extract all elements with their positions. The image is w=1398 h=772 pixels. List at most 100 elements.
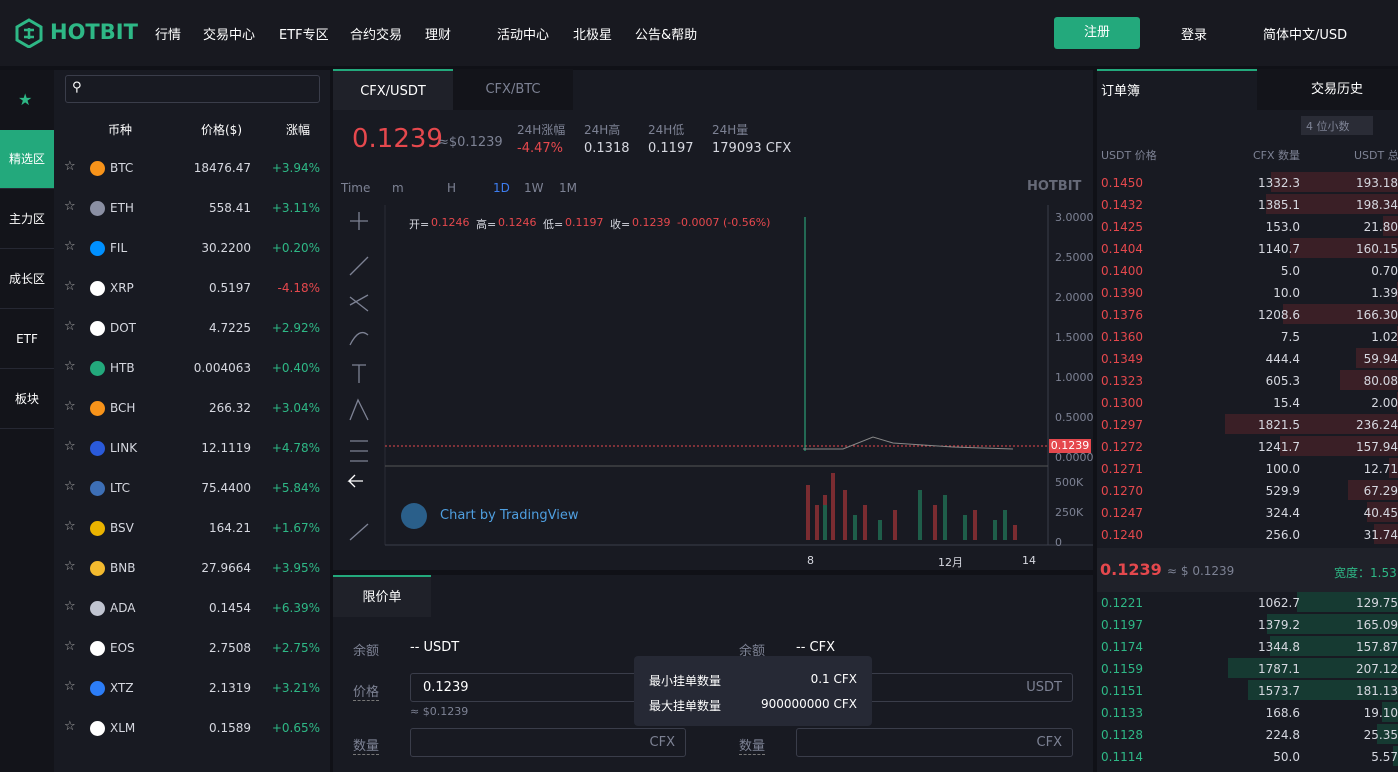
stat-label: 24H低: [648, 123, 685, 137]
nav-item[interactable]: 北极星: [573, 28, 613, 43]
favorite-star[interactable]: ☆: [64, 719, 76, 734]
login[interactable]: 登录: [1181, 28, 1208, 43]
chart-interval[interactable]: m: [392, 181, 404, 195]
pair-tab[interactable]: CFX/USDT: [333, 69, 453, 110]
coin-symbol: LINK: [110, 441, 138, 455]
favorite-star[interactable]: ☆: [64, 319, 76, 334]
depth-bar: [1340, 370, 1398, 390]
qty-input[interactable]: CFX: [796, 728, 1073, 757]
order-qty: 1140.7: [1258, 242, 1300, 256]
chart-interval[interactable]: 1M: [559, 181, 577, 195]
chart-interval[interactable]: H: [447, 181, 457, 195]
depth-bar: [1396, 392, 1398, 412]
depth-bar: [1393, 746, 1398, 766]
price-approx: ≈$0.1239: [438, 135, 503, 150]
precision-select[interactable]: 4 位小数: [1301, 116, 1373, 135]
coin-icon: [90, 361, 105, 376]
favorite-star[interactable]: ☆: [64, 559, 76, 574]
label: 数量: [353, 735, 380, 755]
favorite-star[interactable]: ☆: [64, 639, 76, 654]
nav-item[interactable]: ETF专区: [279, 28, 329, 43]
order-qty: 100.0: [1265, 462, 1300, 476]
tooltip-label: 最小挂单数量: [649, 674, 722, 688]
coin-icon: [90, 721, 105, 736]
nav-item[interactable]: 公告&帮助: [635, 28, 698, 43]
price-axis-label: 3.0000: [1055, 211, 1094, 224]
favorite-star[interactable]: ☆: [64, 399, 76, 414]
order-total: 12.71: [1363, 462, 1398, 476]
sidebar-tab[interactable]: 成长区: [0, 250, 54, 309]
chart-interval[interactable]: 1D: [493, 181, 510, 195]
search-box[interactable]: ⚲: [65, 75, 320, 103]
coin-change: +2.92%: [271, 321, 320, 335]
order-price: 0.1272: [1101, 440, 1143, 454]
stat-value: -4.47%: [517, 141, 563, 156]
ohlc-label: 低=: [543, 218, 564, 231]
order-total: 160.15: [1356, 242, 1398, 256]
depth-bar: [1373, 524, 1398, 544]
order-total: 129.75: [1356, 596, 1398, 610]
order-qty: 5.0: [1280, 264, 1300, 278]
sidebar-tab[interactable]: ETF: [0, 310, 54, 369]
sidebar-tab[interactable]: 主力区: [0, 190, 54, 249]
language[interactable]: 简体中文/USD: [1263, 28, 1348, 43]
order-total: 181.13: [1356, 684, 1398, 698]
balance: -- CFX: [796, 640, 835, 655]
order-total: 193.18: [1356, 176, 1398, 190]
favorite-star[interactable]: ☆: [64, 479, 76, 494]
favorite-star[interactable]: ☆: [64, 519, 76, 534]
label: 余额: [353, 644, 380, 659]
ohlc-value: 0.1239: [632, 216, 671, 229]
nav-item[interactable]: 活动中心: [497, 28, 550, 43]
ohlc-change: -0.0007 (-0.56%): [677, 216, 771, 229]
favorite-star[interactable]: ☆: [64, 159, 76, 174]
order-total: 25.35: [1363, 728, 1398, 742]
coin-change: -4.18%: [277, 281, 320, 295]
qty-input[interactable]: CFX: [410, 728, 686, 757]
nav-item[interactable]: 交易中心: [203, 28, 256, 43]
coin-icon: [90, 241, 105, 256]
coin-price: 266.32: [209, 401, 251, 415]
order-total: 0.70: [1371, 264, 1398, 278]
orderbook-tab[interactable]: 订单簿: [1097, 69, 1257, 110]
nav-item[interactable]: 行情: [155, 28, 182, 43]
nav-item[interactable]: 理财: [425, 28, 452, 43]
favorites-star[interactable]: ★: [18, 90, 33, 109]
order-qty: 1821.5: [1258, 418, 1300, 432]
order-price: 0.1159: [1101, 662, 1143, 676]
favorite-star[interactable]: ☆: [64, 679, 76, 694]
sidebar-tab[interactable]: 精选区: [0, 130, 54, 189]
favorite-star[interactable]: ☆: [64, 439, 76, 454]
favorite-star[interactable]: ☆: [64, 239, 76, 254]
label: 余额: [739, 644, 766, 659]
coin-change: +3.21%: [271, 681, 320, 695]
chart-interval[interactable]: Time: [341, 181, 371, 195]
coin-icon: [90, 281, 105, 296]
price-approx: ≈ $0.1239: [410, 705, 469, 718]
coin-icon: [90, 641, 105, 656]
nav-item[interactable]: 合约交易: [350, 28, 403, 43]
sidebar-tab[interactable]: 板块: [0, 370, 54, 429]
chart-panel: [333, 70, 1093, 570]
coin-price: 0.004063: [193, 361, 251, 375]
coin-change: +1.67%: [271, 521, 320, 535]
favorite-star[interactable]: ☆: [64, 599, 76, 614]
coin-change: +2.75%: [271, 641, 320, 655]
pair-tab[interactable]: CFX/BTC: [453, 69, 573, 110]
coin-icon: [90, 441, 105, 456]
order-price: 0.1114: [1101, 750, 1143, 764]
orderbook-tab[interactable]: 交易历史: [1257, 69, 1398, 110]
coin-symbol: BNB: [110, 561, 136, 575]
favorite-star[interactable]: ☆: [64, 359, 76, 374]
favorite-star[interactable]: ☆: [64, 279, 76, 294]
order-price: 0.1247: [1101, 506, 1143, 520]
coin-icon: [90, 161, 105, 176]
register-button[interactable]: 注册: [1054, 17, 1140, 49]
ohlc-label: 收=: [610, 218, 631, 231]
order-qty: 444.4: [1265, 352, 1300, 366]
order-total: 166.30: [1356, 308, 1398, 322]
order-tab[interactable]: 限价单: [333, 575, 431, 617]
order-price: 0.1197: [1101, 618, 1143, 632]
favorite-star[interactable]: ☆: [64, 199, 76, 214]
chart-interval[interactable]: 1W: [524, 181, 544, 195]
